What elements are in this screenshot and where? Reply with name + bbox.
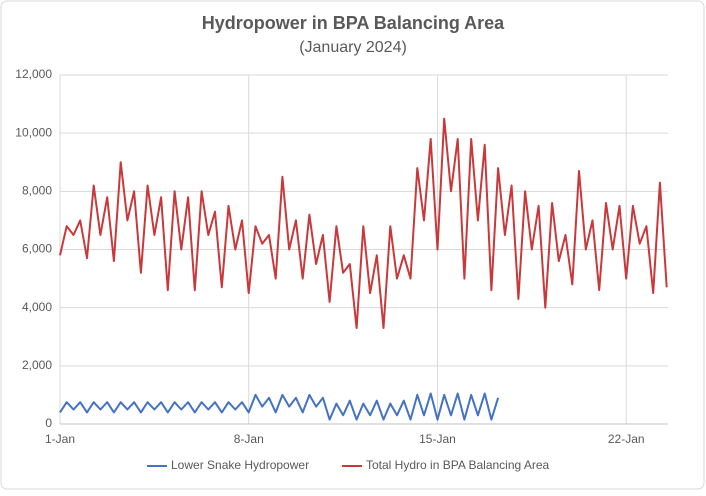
y-tick-label: 12,000 [15,67,52,81]
legend-label: Total Hydro in BPA Balancing Area [366,458,550,472]
x-tick-label: 8-Jan [234,432,264,446]
x-tick-label: 22-Jan [608,432,645,446]
series-line [59,117,668,329]
y-tick-label: 6,000 [22,242,52,256]
series-line [59,392,500,421]
x-tick-label: 1-Jan [45,432,75,446]
y-tick-label: 2,000 [22,358,52,372]
x-tick-label: 15-Jan [419,432,456,446]
chart-title: Hydropower in BPA Balancing Area [202,13,505,33]
y-tick-label: 8,000 [22,184,52,198]
chart-subtitle: (January 2024) [299,39,407,56]
y-tick-label: 4,000 [22,300,52,314]
legend-label: Lower Snake Hydropower [171,458,309,472]
y-tick-label: 0 [45,416,52,430]
y-tick-label: 10,000 [15,125,52,139]
